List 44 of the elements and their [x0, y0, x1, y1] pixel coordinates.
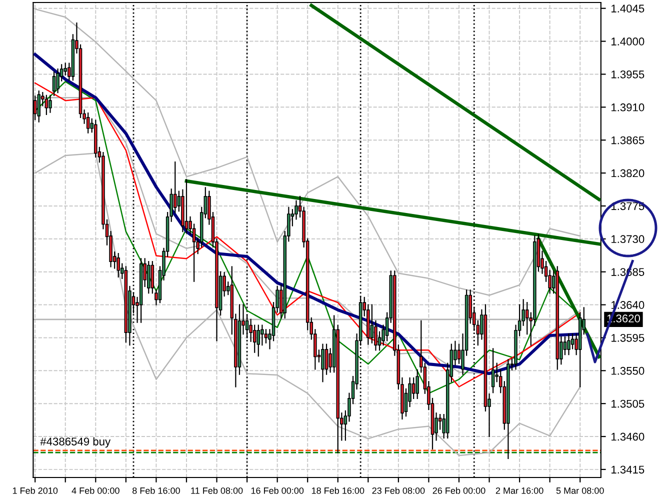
candlestick [174, 162, 177, 214]
y-tick-label: 1.3910 [611, 103, 644, 112]
candlestick [412, 377, 416, 400]
y-tick-label: 1.4000 [611, 38, 644, 46]
candlestick [416, 369, 419, 400]
y-tick-label: 1.3955 [611, 70, 644, 78]
candlestick [86, 112, 90, 134]
candlestick [324, 344, 328, 375]
x-tick-label: 1 Feb 2010 [12, 487, 58, 494]
x-tick-label: 26 Feb 00:00 [432, 487, 486, 494]
y-tick-label: 1.4045 [611, 4, 644, 12]
candlestick [256, 324, 260, 357]
x-tick-label: 18 Feb 16:00 [312, 487, 364, 494]
y-tick-label: 1.3730 [611, 235, 644, 244]
x-tick-label: 11 Feb 08:00 [191, 487, 243, 494]
x-tick-label: 2 Mar 16:00 [496, 487, 544, 494]
candlestick [52, 71, 56, 96]
ref-line-label: #4386549 buy [40, 437, 111, 448]
candlestick [491, 348, 495, 394]
candlestick [563, 336, 567, 356]
candlestick [525, 302, 529, 335]
candlestick [116, 252, 120, 278]
candlestick [438, 414, 442, 430]
x-tick-label: 16 Feb 00:00 [251, 487, 304, 494]
y-tick-label: 1.3505 [611, 400, 644, 408]
candlestick [321, 344, 324, 382]
x-tick-label: 8 Feb 16:00 [132, 487, 180, 494]
candlestick [184, 179, 188, 234]
candlestick [147, 261, 150, 294]
y-tick-label: 1.3460 [611, 432, 644, 441]
candlestick [264, 329, 268, 344]
x-tick-label: 5 Mar 08:00 [556, 487, 604, 494]
x-tick-label: 4 Feb 00:00 [72, 487, 120, 494]
y-tick-label: 1.3415 [611, 466, 644, 474]
y-tick-label: 1.3550 [611, 366, 644, 375]
y-tick-label: 1.3820 [611, 169, 644, 178]
candlestick [567, 333, 570, 356]
candlestick [44, 94, 48, 116]
line-series [34, 8, 581, 296]
candlestick [37, 90, 41, 122]
y-tick-label: 1.3865 [611, 136, 644, 144]
candlestick [48, 94, 52, 113]
y-tick-label: 1.3595 [611, 334, 644, 342]
x-tick-label: 23 Feb 08:00 [372, 487, 425, 494]
